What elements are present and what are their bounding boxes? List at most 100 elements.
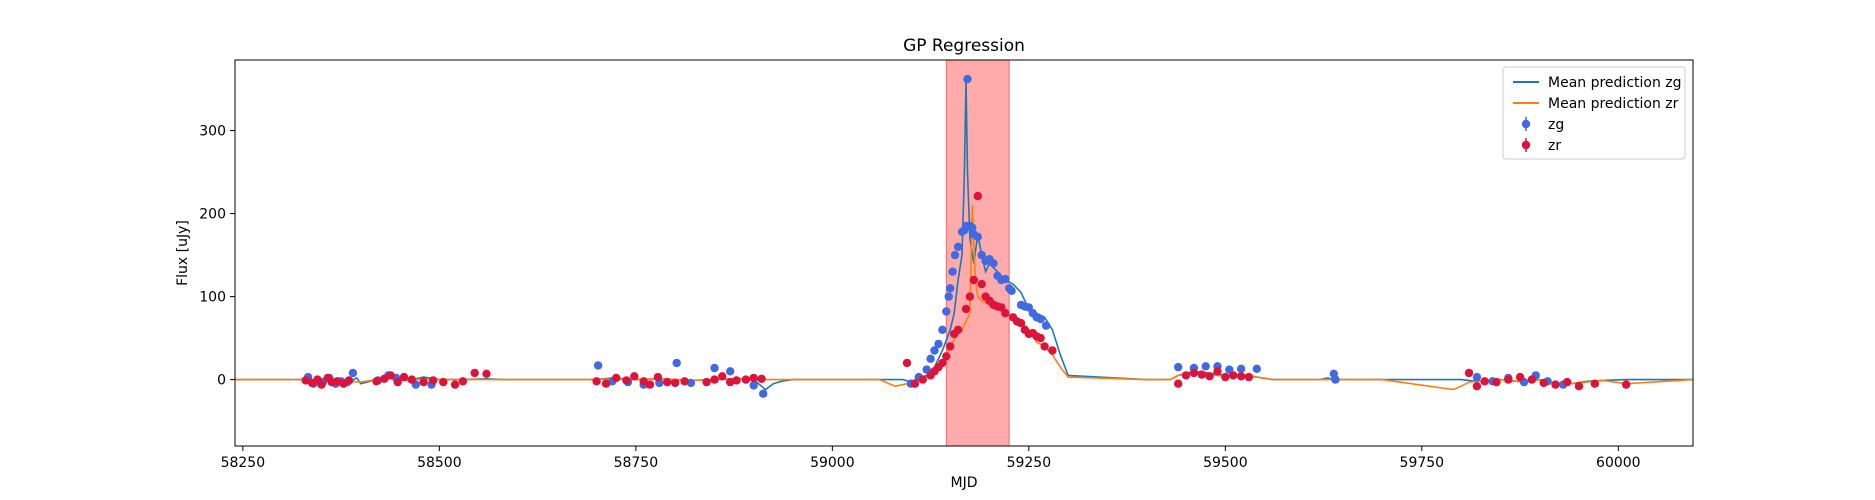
data-point-zr bbox=[663, 377, 672, 387]
data-point-zr bbox=[902, 358, 912, 368]
data-point-zr bbox=[622, 376, 631, 385]
data-point-zr bbox=[680, 377, 689, 386]
data-point-zg bbox=[950, 250, 960, 260]
data-point-zr bbox=[1574, 382, 1584, 391]
data-point-zr bbox=[450, 380, 460, 389]
legend: Mean prediction zg Mean prediction zr zg zr bbox=[1502, 66, 1686, 160]
data-point-zr bbox=[718, 372, 727, 381]
data-point-zr bbox=[1492, 377, 1501, 387]
data-point-zg bbox=[989, 259, 998, 268]
data-point-zg bbox=[1201, 362, 1210, 371]
data-point-zr bbox=[333, 377, 342, 386]
data-point-zr bbox=[482, 369, 491, 378]
data-point-zr bbox=[1001, 309, 1010, 318]
data-point-zg bbox=[1252, 364, 1262, 373]
data-point-zr bbox=[317, 380, 326, 389]
data-point-zr bbox=[1174, 379, 1183, 388]
data-point-zr bbox=[428, 376, 438, 385]
legend-label: Mean prediction zr bbox=[1548, 96, 1679, 112]
data-point-zr bbox=[1563, 377, 1572, 387]
data-point-zg bbox=[710, 363, 719, 373]
data-point-zr bbox=[969, 275, 978, 285]
data-point-zr bbox=[393, 377, 402, 387]
x-tick-label: 60000 bbox=[1596, 455, 1641, 471]
data-point-zr bbox=[942, 352, 951, 361]
data-point-zr bbox=[612, 373, 621, 383]
y-axis-label: Flux [uJy] bbox=[175, 220, 191, 286]
x-tick-label: 59250 bbox=[1007, 455, 1052, 471]
data-point-zr bbox=[938, 358, 947, 368]
data-point-zr bbox=[1472, 382, 1482, 391]
data-point-zr bbox=[380, 374, 389, 383]
x-tick-label: 58500 bbox=[417, 455, 462, 471]
data-point-zg bbox=[1001, 274, 1010, 284]
data-point-zr bbox=[732, 376, 741, 385]
x-tick-label: 58250 bbox=[221, 455, 266, 471]
data-point-zr bbox=[470, 368, 479, 378]
data-point-zr bbox=[953, 325, 963, 334]
legend-label: zg bbox=[1548, 117, 1564, 133]
legend-marker-swatch bbox=[1521, 119, 1531, 129]
data-point-zg bbox=[973, 232, 982, 241]
x-tick-label: 59500 bbox=[1203, 455, 1248, 471]
data-point-zg bbox=[749, 381, 758, 390]
observation-points bbox=[301, 74, 1631, 398]
data-point-zr bbox=[1213, 367, 1222, 376]
legend-box bbox=[1502, 66, 1686, 160]
data-point-zr bbox=[630, 372, 639, 381]
data-point-zr bbox=[344, 376, 354, 385]
data-point-zr bbox=[741, 375, 751, 384]
data-point-zr bbox=[458, 377, 468, 386]
data-point-zr bbox=[1048, 346, 1057, 355]
data-point-zg bbox=[963, 74, 972, 84]
data-point-zr bbox=[301, 376, 310, 385]
data-point-zg bbox=[686, 378, 696, 388]
data-point-zr bbox=[1181, 371, 1191, 380]
data-point-zg bbox=[953, 242, 963, 251]
data-point-zg bbox=[759, 389, 768, 398]
data-point-zr bbox=[592, 377, 601, 386]
data-point-zg bbox=[934, 339, 943, 349]
data-point-zr bbox=[910, 379, 920, 388]
data-point-zg bbox=[348, 368, 358, 378]
x-tick-label: 58750 bbox=[614, 455, 659, 471]
data-point-zr bbox=[1551, 380, 1560, 389]
mean-prediction-lines bbox=[235, 80, 1693, 391]
data-point-zg bbox=[1331, 375, 1340, 384]
data-point-zr bbox=[757, 374, 766, 383]
legend-marker-swatch bbox=[1521, 140, 1531, 150]
data-point-zr bbox=[1229, 371, 1238, 380]
data-point-zr bbox=[1480, 377, 1489, 386]
legend-label: zr bbox=[1548, 138, 1561, 154]
data-point-zr bbox=[1236, 372, 1246, 381]
data-point-zr bbox=[749, 373, 758, 383]
plot-area-frame bbox=[234, 59, 1694, 447]
data-point-zr bbox=[1515, 372, 1525, 382]
data-point-zr bbox=[918, 375, 927, 384]
data-point-zr bbox=[372, 377, 381, 386]
data-point-zr bbox=[961, 304, 971, 314]
data-point-zr bbox=[965, 292, 975, 301]
y-axis-ticks: 0 100 200 300 bbox=[199, 124, 235, 389]
data-point-zr bbox=[439, 377, 448, 387]
data-point-zr bbox=[946, 342, 955, 351]
data-point-zr bbox=[1189, 368, 1199, 378]
x-axis-label: MJD bbox=[951, 475, 978, 491]
data-point-zr bbox=[601, 379, 611, 388]
data-point-zr bbox=[1504, 375, 1513, 384]
data-point-zr bbox=[1036, 333, 1045, 343]
data-point-zr bbox=[1016, 318, 1026, 328]
x-axis-ticks: 58250 58500 58750 59000 59250 59500 59750 60000 bbox=[221, 446, 1641, 471]
data-point-zr bbox=[1197, 370, 1207, 379]
data-point-zr bbox=[1040, 342, 1049, 351]
data-point-zg bbox=[942, 307, 951, 316]
data-point-zg bbox=[1007, 286, 1016, 295]
data-point-zg bbox=[946, 284, 955, 293]
data-point-zg bbox=[1041, 321, 1051, 330]
data-point-zr bbox=[973, 191, 982, 201]
data-point-zr bbox=[407, 375, 416, 384]
data-point-zr bbox=[977, 279, 986, 289]
data-point-zr bbox=[702, 377, 711, 387]
data-point-zg bbox=[593, 361, 603, 370]
